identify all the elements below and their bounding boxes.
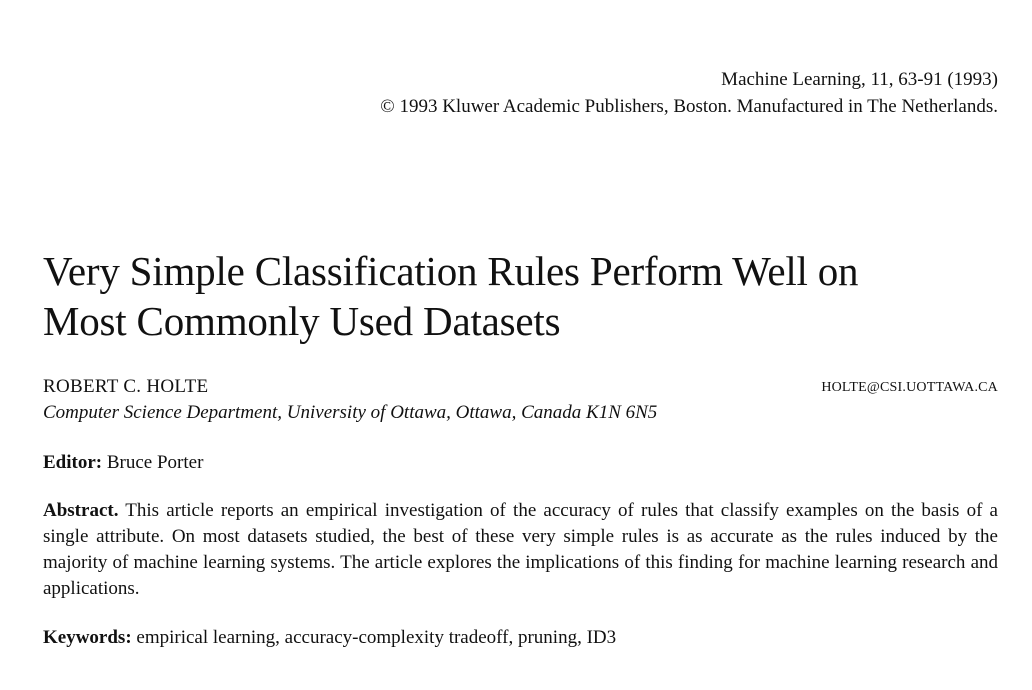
journal-header: Machine Learning, 11, 63-91 (1993) © 199…	[380, 66, 998, 120]
paper-title: Very Simple Classification Rules Perform…	[43, 246, 1003, 346]
keywords-line: Keywords: empirical learning, accuracy-c…	[43, 625, 616, 651]
abstract-label: Abstract.	[43, 500, 119, 521]
author-name: ROBERT C. HOLTE	[43, 376, 209, 397]
copyright-notice: © 1993 Kluwer Academic Publishers, Bosto…	[380, 96, 998, 117]
journal-citation: Machine Learning, 11, 63-91 (1993)	[721, 69, 998, 90]
author-affiliation: Computer Science Department, University …	[43, 402, 658, 423]
keywords-text: empirical learning, accuracy-complexity …	[136, 627, 617, 648]
author-email: HOLTE@CSI.UOTTAWA.CA	[821, 380, 998, 395]
abstract-text: This article reports an empirical invest…	[43, 500, 998, 599]
abstract: Abstract. This article reports an empiri…	[43, 498, 998, 602]
author-row: ROBERT C. HOLTE HOLTE@CSI.UOTTAWA.CA	[43, 374, 998, 400]
editor-line: Editor: Bruce Porter	[43, 450, 203, 476]
title-line-1: Very Simple Classification Rules Perform…	[43, 248, 859, 294]
title-line-2: Most Commonly Used Datasets	[43, 298, 561, 344]
editor-label: Editor:	[43, 452, 103, 473]
keywords-label: Keywords:	[43, 627, 132, 648]
editor-name: Bruce Porter	[106, 452, 204, 473]
